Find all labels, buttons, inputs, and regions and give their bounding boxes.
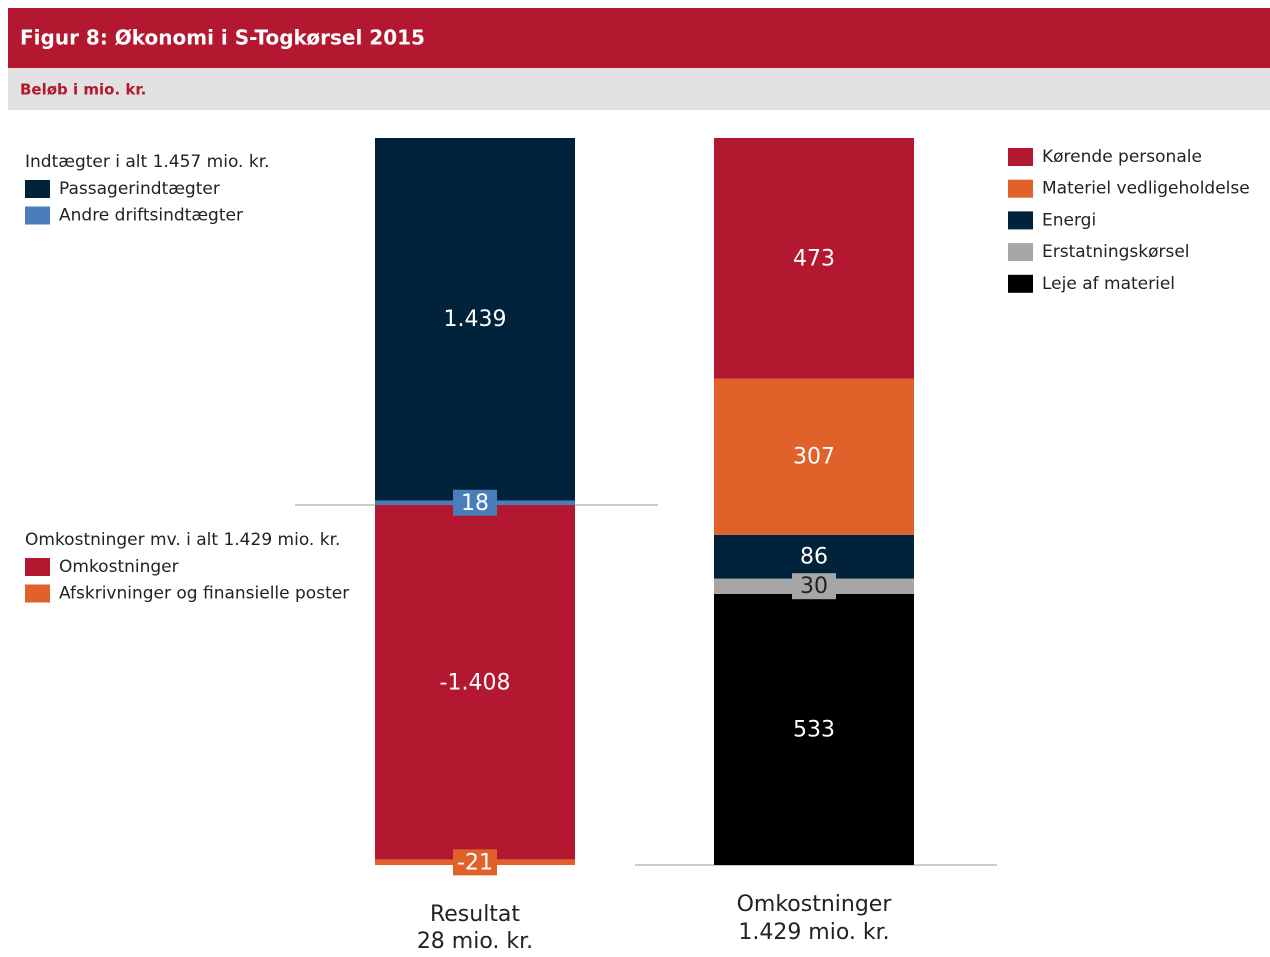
legend-label: Leje af materiel — [1042, 274, 1175, 294]
legend-label: Erstatningskørsel — [1042, 242, 1190, 262]
legend-label: Omkostninger — [59, 557, 179, 577]
legend-swatch — [1008, 148, 1033, 166]
value-label-box — [792, 573, 836, 600]
value-label: 18 — [461, 491, 489, 516]
value-label-box — [453, 849, 497, 876]
subtitle: Beløb i mio. kr. — [20, 81, 146, 99]
legend-label: Passagerindtægter — [59, 179, 220, 199]
total-label: 28 mio. kr. — [417, 929, 533, 953]
legend-swatch — [1008, 243, 1033, 262]
subtitle-band — [8, 68, 1270, 110]
value-label: 533 — [793, 717, 835, 742]
legend-label: Materiel vedligeholdelse — [1042, 179, 1250, 199]
legend-title: Omkostninger mv. i alt 1.429 mio. kr. — [25, 530, 340, 550]
value-label-box — [453, 489, 497, 516]
legend-swatch — [25, 206, 50, 225]
legend-swatch — [1008, 211, 1033, 230]
bar-segment — [714, 534, 914, 579]
category-label: Omkostninger — [737, 892, 893, 917]
header-band — [8, 8, 1270, 68]
value-label: 1.439 — [444, 307, 507, 332]
bar-segment — [375, 505, 575, 860]
value-label: 86 — [800, 545, 828, 570]
legend-swatch — [25, 558, 50, 576]
bar-segment — [714, 593, 914, 865]
value-label: -21 — [457, 850, 493, 875]
legend-label: Afskrivninger og finansielle poster — [59, 584, 349, 604]
title: Figur 8: Økonomi i S-Togkørsel 2015 — [20, 26, 425, 50]
legend-swatch — [1008, 274, 1033, 293]
legend-swatch — [25, 584, 50, 603]
value-label: 473 — [793, 246, 835, 271]
bar-segment — [375, 138, 575, 501]
category-label: Resultat — [430, 902, 520, 927]
legend-swatch — [1008, 179, 1033, 198]
legend-label: Energi — [1042, 210, 1096, 230]
legend-label: Andre driftsindtægter — [59, 206, 243, 226]
bar-segment — [714, 138, 914, 379]
legend-title: Indtægter i alt 1.457 mio. kr. — [25, 152, 270, 172]
bar-segment — [714, 378, 914, 535]
legend-swatch — [25, 180, 50, 198]
value-label: 30 — [800, 574, 828, 599]
legend-label: Kørende personale — [1042, 147, 1202, 167]
value-label: 307 — [793, 445, 835, 470]
total-label: 1.429 mio. kr. — [738, 920, 889, 945]
value-label: -1.408 — [440, 670, 511, 695]
